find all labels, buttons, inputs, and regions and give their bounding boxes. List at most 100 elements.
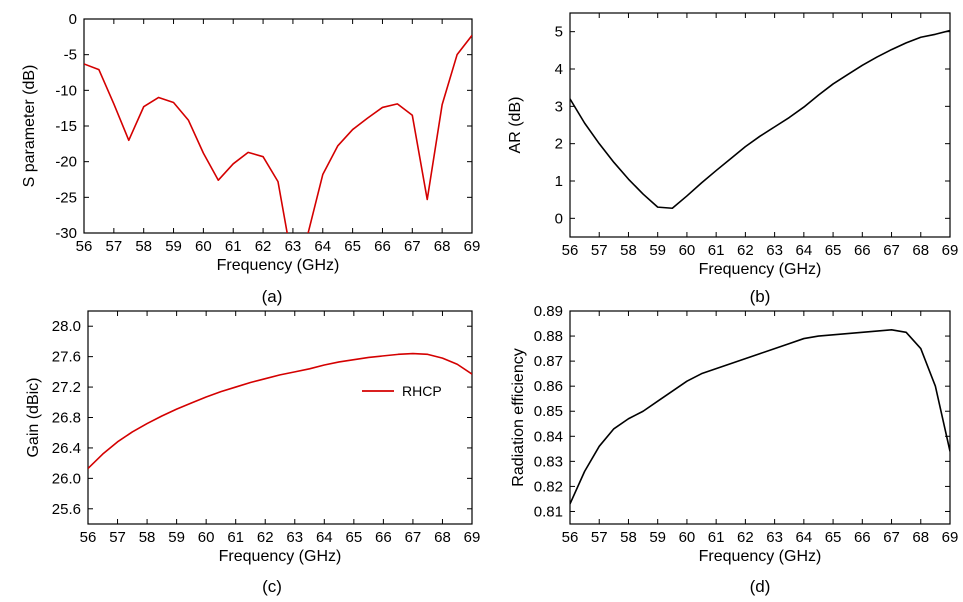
x-tick-label: 69 xyxy=(464,529,481,546)
x-axis-label: Frequency (GHz) xyxy=(699,548,822,565)
x-tick-label: 60 xyxy=(679,529,696,546)
x-tick-label: 69 xyxy=(942,529,959,546)
plot-frame xyxy=(87,310,473,525)
chart-panel-2: 56 57 58 59 60 61 62 63 64 65 66 67 68 69 0 1 2 3 4 5 Freque… xyxy=(507,12,959,306)
x-tick-label: 63 xyxy=(285,238,302,255)
x-tick-label: 65 xyxy=(346,529,363,546)
chart-panel-4: 56 57 58 59 60 61 62 63 64 65 66 67 68 69 0.89 0.88 0.87… xyxy=(510,303,958,596)
y-tick-label: 1 xyxy=(555,173,563,190)
x-tick-label: 61 xyxy=(708,529,725,546)
y-tick-label: 27.2 xyxy=(52,379,81,396)
x-tick-label: 69 xyxy=(464,238,481,255)
x-tick-label: 66 xyxy=(374,238,391,255)
x-tick-label: 60 xyxy=(195,238,212,255)
y-tick-label: -20 xyxy=(55,154,77,171)
x-tick-label: 59 xyxy=(168,529,185,546)
y-tick-label: -30 xyxy=(55,225,77,242)
series-line xyxy=(570,328,950,505)
x-tick-label: 59 xyxy=(649,529,666,546)
x-tick-label: 67 xyxy=(883,529,900,546)
x-tick-label: 59 xyxy=(649,242,666,259)
x-tick-label: 68 xyxy=(434,529,451,546)
chart-panel-3: 56 57 58 59 60 61 62 63 64 65 66 67 68 69 28.0 27.6 27.2… xyxy=(25,310,481,596)
x-tick-label: 63 xyxy=(766,242,783,259)
x-tick-label: 56 xyxy=(80,529,97,546)
panel-caption: (c) xyxy=(262,577,282,596)
x-axis-label: Frequency (GHz) xyxy=(219,548,342,565)
series-line xyxy=(570,29,950,210)
y-axis-label: S parameter (dB) xyxy=(21,65,38,188)
y-tick-label: 2 xyxy=(555,136,563,153)
y-tick-label: 26.8 xyxy=(52,410,81,427)
x-axis-label: Frequency (GHz) xyxy=(699,261,822,278)
y-tick-label: 0.84 xyxy=(534,428,563,445)
x-tick-label: 66 xyxy=(854,529,871,546)
x-tick-label: 58 xyxy=(620,529,637,546)
y-axis-label: AR (dB) xyxy=(507,97,524,154)
y-tick-label: 0.87 xyxy=(534,353,563,370)
x-tick-label: 64 xyxy=(796,529,813,546)
y-axis-label: Gain (dBic) xyxy=(25,377,42,457)
x-tick-label: 65 xyxy=(825,529,842,546)
y-tick-label: 0.83 xyxy=(534,453,563,470)
y-tick-label: 26.4 xyxy=(52,440,81,457)
panel-caption: (b) xyxy=(750,287,771,306)
x-tick-label: 67 xyxy=(883,242,900,259)
y-tick-label: 0.89 xyxy=(534,303,563,320)
x-tick-label: 57 xyxy=(109,529,126,546)
x-tick-label: 62 xyxy=(255,238,272,255)
y-tick-label: 26.0 xyxy=(52,470,81,487)
x-tick-label: 68 xyxy=(912,242,929,259)
x-tick-label: 58 xyxy=(135,238,152,255)
x-tick-label: 56 xyxy=(76,238,93,255)
y-tick-label: 0 xyxy=(555,210,563,227)
y-tick-label: -15 xyxy=(55,118,77,135)
x-tick-label: 57 xyxy=(591,529,608,546)
plot-frame xyxy=(569,12,951,238)
x-tick-label: 62 xyxy=(737,529,754,546)
x-tick-label: 67 xyxy=(404,238,421,255)
x-tick-label: 67 xyxy=(405,529,422,546)
x-tick-label: 58 xyxy=(139,529,156,546)
x-tick-label: 66 xyxy=(854,242,871,259)
x-tick-label: 58 xyxy=(620,242,637,259)
series-line xyxy=(84,34,472,233)
y-tick-label: 25.6 xyxy=(52,501,81,518)
x-tick-label: 61 xyxy=(708,242,725,259)
x-tick-label: 65 xyxy=(344,238,361,255)
y-tick-label: 27.6 xyxy=(52,349,81,366)
plot-frame xyxy=(569,310,951,525)
y-tick-label: 0 xyxy=(69,11,77,28)
x-tick-label: 69 xyxy=(942,242,959,259)
x-tick-label: 57 xyxy=(591,242,608,259)
y-tick-label: 28.0 xyxy=(52,318,81,335)
y-tick-label: -10 xyxy=(55,82,77,99)
y-tick-label: 0.85 xyxy=(534,403,563,420)
x-tick-label: 64 xyxy=(796,242,813,259)
x-tick-label: 59 xyxy=(165,238,182,255)
y-tick-label: -25 xyxy=(55,189,77,206)
y-tick-label: 0.88 xyxy=(534,328,563,345)
y-tick-label: 0.82 xyxy=(534,478,563,495)
y-tick-label: 0.86 xyxy=(534,378,563,395)
y-tick-label: -5 xyxy=(64,47,77,64)
series-line-rhcp xyxy=(88,352,472,470)
y-axis-label: Radiation efficiency xyxy=(510,348,527,486)
x-tick-label: 61 xyxy=(225,238,242,255)
x-tick-label: 65 xyxy=(825,242,842,259)
y-tick-label: 5 xyxy=(555,24,563,41)
legend-label: RHCP xyxy=(402,383,442,399)
x-tick-label: 63 xyxy=(766,529,783,546)
y-tick-label: 0.81 xyxy=(534,503,563,520)
y-tick-label: 3 xyxy=(555,98,563,115)
x-tick-label: 56 xyxy=(562,529,579,546)
x-tick-label: 66 xyxy=(375,529,392,546)
chart-panel-1: 56 57 58 59 60 61 62 63 64 65 66 67 68 69 0 -5 -10 -15 -20… xyxy=(21,11,480,306)
x-axis-label: Frequency (GHz) xyxy=(217,257,340,274)
x-tick-label: 68 xyxy=(912,529,929,546)
y-tick-label: 4 xyxy=(555,61,563,78)
x-tick-label: 64 xyxy=(314,238,331,255)
x-tick-label: 62 xyxy=(257,529,274,546)
